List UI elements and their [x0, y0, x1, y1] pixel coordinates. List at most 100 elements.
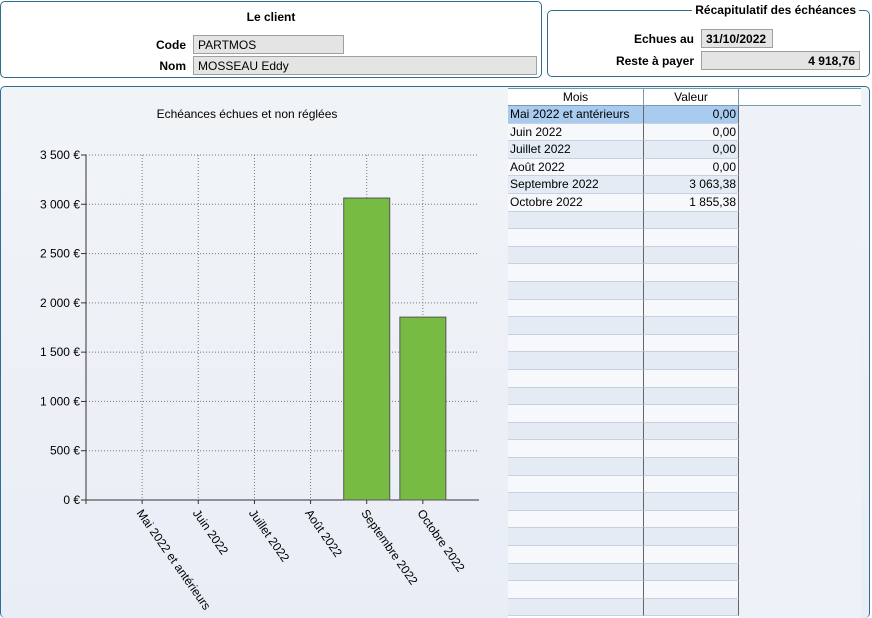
cell-valeur [644, 370, 739, 388]
table-filler [739, 106, 861, 618]
cell-valeur [644, 352, 739, 370]
table-row[interactable] [508, 387, 739, 406]
cell-valeur [644, 581, 739, 599]
cell-valeur: 1 855,38 [644, 194, 739, 212]
cell-valeur [644, 422, 739, 441]
table-row[interactable] [508, 581, 739, 599]
column-header-valeur[interactable]: Valeur [644, 88, 739, 106]
code-field[interactable]: PARTMOS [193, 35, 344, 54]
cell-mois [508, 475, 644, 494]
cell-mois: Juillet 2022 [508, 141, 644, 159]
cell-mois [508, 546, 644, 564]
table-row[interactable] [508, 598, 739, 617]
recap-group: Récapitulatif des échéances Echues au 31… [547, 3, 870, 77]
main-panel: Echéances échues et non réglées 0 € 500 € 1… [0, 86, 870, 618]
table-row[interactable] [508, 282, 739, 300]
table-row[interactable]: Septembre 2022 3 063,38 [508, 176, 739, 194]
cell-valeur [644, 563, 739, 582]
recap-group-title: Récapitulatif des échéances [692, 3, 859, 17]
reste-field[interactable]: 4 918,76 [701, 51, 860, 70]
table-row[interactable]: Mai 2022 et antérieurs 0,00 [508, 106, 739, 124]
table-row[interactable] [508, 528, 739, 546]
table-row[interactable] [508, 422, 739, 441]
cell-valeur [644, 546, 739, 564]
table-row[interactable] [508, 334, 739, 353]
bar-4 [343, 197, 391, 501]
cell-mois: Août 2022 [508, 158, 644, 177]
table-row[interactable] [508, 458, 739, 476]
cell-mois: Mai 2022 et antérieurs [508, 106, 644, 124]
cell-valeur [644, 211, 739, 230]
cell-valeur [644, 246, 739, 265]
cell-valeur [644, 510, 739, 529]
cell-valeur [644, 458, 739, 476]
cell-valeur [644, 299, 739, 318]
table-row[interactable]: Juin 2022 0,00 [508, 123, 739, 142]
cell-valeur: 0,00 [644, 123, 739, 142]
cell-mois [508, 528, 644, 546]
cell-mois: Octobre 2022 [508, 194, 644, 212]
y-tick-label: 0 € [63, 493, 80, 507]
x-tick-label: Octobre 2022 [414, 507, 467, 575]
table-row[interactable] [508, 317, 739, 335]
table-row[interactable] [508, 546, 739, 564]
cell-valeur: 0,00 [644, 106, 739, 124]
table-row[interactable]: Octobre 2022 1 855,38 [508, 194, 739, 212]
table-row[interactable] [508, 475, 739, 494]
table-row[interactable] [508, 211, 739, 230]
cell-mois [508, 458, 644, 476]
table-row[interactable]: Août 2022 0,00 [508, 158, 739, 177]
cell-mois [508, 229, 644, 247]
cell-mois [508, 422, 644, 441]
column-header-empty [739, 88, 861, 106]
y-tick-label: 1 000 € [40, 394, 80, 408]
cell-valeur [644, 387, 739, 406]
cell-mois [508, 598, 644, 617]
cell-valeur: 0,00 [644, 141, 739, 159]
y-tick-label: 2 000 € [40, 296, 80, 310]
reste-label: Reste à payer [615, 54, 694, 68]
cell-valeur [644, 528, 739, 546]
code-label: Code [156, 38, 186, 52]
table-row[interactable] [508, 246, 739, 265]
table-row[interactable] [508, 405, 739, 423]
cell-mois [508, 440, 644, 458]
cell-valeur [644, 317, 739, 335]
cell-valeur [644, 475, 739, 494]
cell-mois [508, 493, 644, 511]
x-tick-label: Juillet 2022 [246, 507, 292, 565]
cell-mois [508, 563, 644, 582]
cell-mois [508, 246, 644, 265]
table-row[interactable] [508, 493, 739, 511]
table-row[interactable] [508, 563, 739, 582]
table-row[interactable] [508, 440, 739, 458]
column-header-mois[interactable]: Mois [508, 88, 644, 106]
y-tick-label: 500 € [50, 444, 80, 458]
cell-valeur [644, 264, 739, 282]
cell-mois: Juin 2022 [508, 123, 644, 142]
cell-mois [508, 352, 644, 370]
bar-5 [399, 316, 447, 501]
y-tick-label: 3 000 € [40, 197, 80, 211]
table-row[interactable]: Juillet 2022 0,00 [508, 141, 739, 159]
cell-mois [508, 510, 644, 529]
cell-mois [508, 334, 644, 353]
table-row[interactable] [508, 510, 739, 529]
echues-label: Echues au [633, 32, 694, 46]
table-row[interactable] [508, 352, 739, 370]
cell-valeur [644, 405, 739, 423]
cell-valeur: 0,00 [644, 158, 739, 177]
nom-field[interactable]: MOSSEAU Eddy [193, 56, 537, 75]
echues-field[interactable]: 31/10/2022 [701, 29, 773, 48]
cell-valeur [644, 598, 739, 617]
cell-mois [508, 370, 644, 388]
client-group: Le client Code PARTMOS Nom MOSSEAU Eddy [0, 1, 542, 78]
table-row[interactable] [508, 299, 739, 318]
cell-mois [508, 264, 644, 282]
table-row[interactable] [508, 370, 739, 388]
y-tick-label: 2 500 € [40, 247, 80, 261]
x-tick-label: Septembre 2022 [358, 507, 421, 588]
table-row[interactable] [508, 264, 739, 282]
cell-mois [508, 282, 644, 300]
table-row[interactable] [508, 229, 739, 247]
